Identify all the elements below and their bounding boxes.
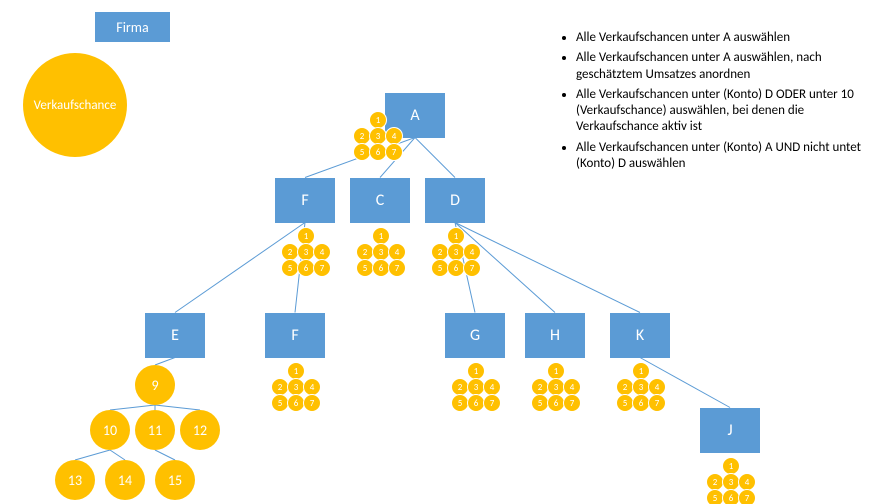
chance-node-11: 11 [135,410,175,450]
node-label: F [291,326,298,345]
bullet-item: Alle Verkaufschancen unter A auswählen [576,30,888,46]
firm-node-g: G [445,313,505,358]
tree-edge [75,450,110,460]
node-label: A [410,106,419,125]
chance-node-14: 14 [105,460,145,500]
firm-node-j: J [700,408,760,453]
node-label: 11 [148,422,162,439]
chance-node-9: 9 [135,365,175,405]
tree-edge [155,405,200,410]
mini-chance-icon: 7 [303,394,321,412]
chance-node-12: 12 [180,410,220,450]
firm-node-c: C [350,178,410,223]
tree-edge [110,405,155,410]
node-label: E [171,326,179,345]
mini-chance-icon: 7 [483,394,501,412]
tree-edge [415,138,455,178]
tree-edge [455,223,640,313]
node-label: 14 [118,472,132,489]
node-label: F [301,191,308,210]
bullet-list: Alle Verkaufschancen unter A auswählen Al… [558,30,888,176]
node-label: 10 [103,422,117,439]
tree-edge [155,450,175,460]
bullet-ul: Alle Verkaufschancen unter A auswählen Al… [558,30,888,172]
node-label: H [550,326,560,345]
chance-node-13: 13 [55,460,95,500]
legend-firm-label: Firma [116,19,148,36]
mini-chance-icon: 7 [388,259,406,277]
legend-chance: Verkaufschance [23,53,127,157]
mini-chance-icon: 7 [313,259,331,277]
legend-chance-label: Verkaufschance [34,98,117,113]
mini-chance-icon: 7 [738,489,756,504]
mini-chance-icon: 7 [385,143,403,161]
chance-node-10: 10 [90,410,130,450]
chance-node-15: 15 [155,460,195,500]
bullet-item: Alle Verkaufschancen unter (Konto) D ODE… [576,87,888,136]
mini-chance-icon: 7 [463,259,481,277]
mini-chance-icon: 7 [648,394,666,412]
firm-node-d: D [425,178,485,223]
node-label: 9 [151,377,158,394]
mini-chance-icon: 7 [563,394,581,412]
node-label: K [636,326,644,345]
firm-node-h: H [525,313,585,358]
legend-firm: Firma [95,12,170,42]
tree-edge [155,358,175,366]
tree-edge [110,450,125,460]
node-label: G [470,326,480,345]
bullet-item: Alle Verkaufschancen unter A auswählen, … [576,50,888,83]
node-label: 15 [168,472,182,489]
firm-node-f: F [265,313,325,358]
node-label: 13 [68,472,82,489]
node-label: J [727,421,732,440]
bullet-item: Alle Verkaufschancen unter (Konto) A UND… [576,140,888,173]
firm-node-k: K [610,313,670,358]
node-label: 12 [193,422,207,439]
node-label: D [450,191,460,210]
firm-node-f: F [275,178,335,223]
firm-node-e: E [145,313,205,358]
node-label: C [376,191,385,210]
diagram-stage: Firma Verkaufschance Alle Verkaufschance… [0,0,896,504]
